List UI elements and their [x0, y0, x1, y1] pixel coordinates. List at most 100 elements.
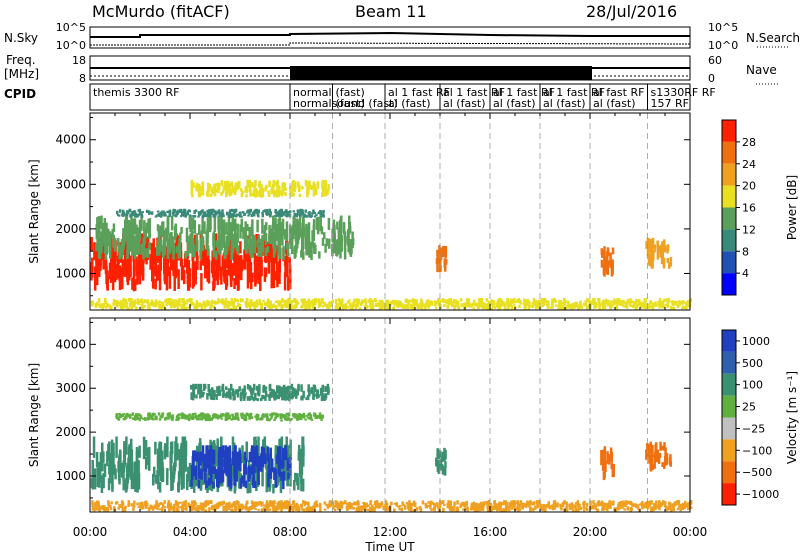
range-cell	[641, 503, 644, 507]
range-cell	[440, 463, 444, 470]
range-cell	[514, 300, 517, 303]
range-cell	[644, 306, 647, 310]
range-cell	[324, 388, 328, 392]
cpid-segment-text: al 1 fast RF	[543, 86, 605, 99]
range-cell	[213, 183, 216, 187]
range-cell	[211, 394, 215, 401]
range-cell	[221, 190, 225, 194]
range-cell	[239, 477, 243, 489]
range-cell	[210, 507, 214, 510]
range-cell	[518, 301, 521, 304]
range-cell	[305, 306, 308, 309]
range-cell	[475, 502, 479, 506]
range-cell	[257, 418, 261, 421]
range-cell	[648, 301, 652, 305]
range-cell	[244, 221, 247, 238]
range-cell	[213, 301, 216, 305]
range-cell	[604, 300, 607, 305]
range-cell	[199, 238, 202, 254]
range-cell	[207, 209, 211, 212]
range-cell	[255, 466, 258, 492]
range-cell	[312, 390, 315, 394]
range-cell	[420, 298, 423, 303]
range-cell	[653, 246, 656, 253]
range-cell	[176, 212, 179, 215]
range-cell	[669, 508, 673, 512]
freq-label-2: [MHz]	[4, 67, 39, 81]
range-cell	[253, 504, 257, 508]
range-cell	[97, 505, 100, 509]
range-cell	[170, 447, 173, 464]
range-cell	[220, 436, 223, 455]
range-cell	[312, 508, 315, 512]
range-cell	[212, 255, 215, 276]
range-cell	[295, 505, 298, 511]
range-cell	[611, 259, 614, 275]
cpid-segment-text: al 1 fast RF	[493, 86, 555, 99]
range-cell	[395, 302, 398, 307]
range-cell	[197, 479, 201, 489]
range-cell	[107, 478, 111, 491]
range-cell	[251, 211, 255, 214]
range-cell	[172, 301, 175, 307]
range-cell	[489, 507, 492, 511]
range-cell	[663, 462, 666, 469]
range-cell	[482, 501, 486, 507]
range-cell	[597, 500, 601, 504]
range-cell	[190, 186, 194, 195]
range-cell	[274, 190, 277, 196]
range-cell	[189, 215, 192, 233]
range-cell	[563, 500, 566, 505]
range-cell	[157, 456, 161, 477]
range-cell	[420, 302, 423, 306]
range-cell	[243, 213, 246, 216]
range-cell	[150, 505, 154, 510]
range-cell	[118, 209, 122, 213]
range-cell	[537, 500, 540, 505]
range-cell	[571, 506, 574, 511]
x-tick-label: 00:00	[73, 525, 108, 539]
range-cell	[254, 193, 257, 198]
range-cell	[681, 306, 684, 310]
nsearch-trace	[90, 42, 691, 46]
range-cell	[420, 305, 424, 310]
range-cell	[575, 302, 579, 306]
range-cell	[684, 500, 687, 505]
range-cell	[149, 416, 153, 419]
range-cell	[240, 218, 244, 232]
range-cell	[229, 472, 233, 489]
range-cell	[201, 182, 205, 191]
range-cell	[470, 304, 474, 308]
range-cell	[312, 304, 315, 310]
range-cell	[486, 303, 490, 306]
range-cell	[648, 503, 651, 507]
range-cell	[186, 213, 189, 216]
range-cell	[427, 504, 430, 508]
range-cell	[321, 214, 324, 217]
range-cell	[271, 224, 274, 238]
range-cell	[159, 461, 163, 481]
range-cell	[246, 179, 249, 186]
range-cell	[157, 213, 160, 217]
range-cell	[471, 506, 475, 510]
range-cell	[159, 303, 163, 307]
range-cell	[287, 300, 291, 306]
range-cell	[281, 188, 285, 194]
range-cell	[229, 463, 233, 478]
range-cell	[381, 304, 385, 309]
range-cell	[239, 188, 243, 192]
range-cell	[652, 252, 655, 261]
range-cell	[576, 501, 579, 507]
range-cell	[219, 211, 223, 214]
range-cell	[349, 307, 353, 310]
range-cell	[121, 305, 124, 310]
range-cell	[279, 416, 283, 420]
range-cell	[145, 222, 149, 234]
range-cell	[104, 302, 108, 305]
range-cell	[371, 299, 374, 305]
range-cell	[360, 302, 363, 305]
range-cell	[236, 245, 240, 256]
range-cell	[625, 306, 629, 309]
range-cell	[167, 502, 170, 507]
range-cell	[579, 303, 583, 306]
